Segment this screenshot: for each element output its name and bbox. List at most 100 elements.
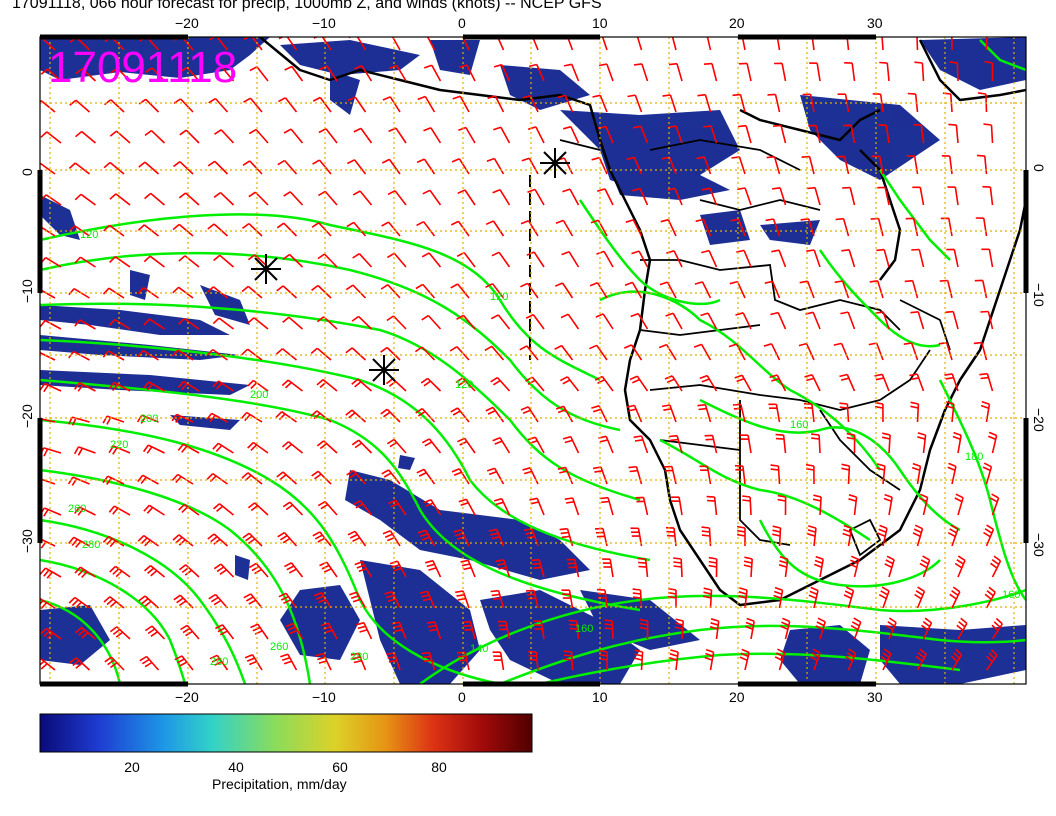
contour-label: 280 xyxy=(82,539,100,551)
wind-barb xyxy=(954,493,964,516)
wind-barb xyxy=(693,343,712,361)
contour-label: 160 xyxy=(575,623,593,635)
wind-barb xyxy=(665,526,677,547)
wind-barb xyxy=(172,223,194,237)
wind-barb xyxy=(630,312,649,330)
wind-barb xyxy=(496,37,505,51)
wind-barb xyxy=(315,652,332,671)
wind-barb xyxy=(562,125,580,144)
wind-barb xyxy=(699,374,718,392)
lon-tick-label: 20 xyxy=(729,15,745,31)
wind-barb xyxy=(317,253,338,268)
wind-barb xyxy=(346,469,367,485)
right-lat-labels: 0 −10 −20 −30 xyxy=(1031,164,1047,557)
wind-barb xyxy=(877,186,890,206)
wind-barb xyxy=(144,192,166,206)
wind-barb xyxy=(457,189,476,206)
wind-barb xyxy=(559,376,580,392)
wind-barb xyxy=(108,381,131,392)
wind-barb xyxy=(633,435,649,454)
wind-barb xyxy=(732,93,746,113)
wind-barb xyxy=(450,220,470,237)
wind-barb xyxy=(40,597,56,610)
wind-barb xyxy=(877,524,888,547)
wind-barb xyxy=(659,281,677,299)
wind-barb xyxy=(848,494,858,516)
wind-barb xyxy=(143,381,165,392)
wind-barb xyxy=(421,438,442,454)
marker-asterisk xyxy=(251,254,281,284)
wind-barb xyxy=(846,432,856,454)
wind-barb xyxy=(810,648,821,671)
wind-barb xyxy=(137,534,159,547)
wind-barb xyxy=(949,61,959,82)
wind-barb xyxy=(418,37,436,51)
wind-barb xyxy=(453,529,470,547)
wind-barb xyxy=(240,411,263,423)
contour-label: 160 xyxy=(1002,589,1020,601)
wind-barb xyxy=(386,252,407,268)
wind-barb xyxy=(284,65,304,82)
wind-barb xyxy=(952,431,962,454)
wind-barb xyxy=(631,250,649,268)
wind-barb xyxy=(247,379,269,392)
wind-barb xyxy=(807,525,817,547)
wind-barb xyxy=(450,283,470,299)
wind-barb xyxy=(600,496,614,516)
lon-tick-label: 30 xyxy=(867,15,883,31)
wind-barb xyxy=(916,37,919,51)
wind-barb xyxy=(772,187,787,206)
wind-barb xyxy=(947,462,957,485)
wind-barb xyxy=(768,403,781,423)
wind-barb xyxy=(914,586,926,609)
wind-barb xyxy=(980,310,994,330)
wind-barb xyxy=(455,377,476,392)
wind-barb xyxy=(381,221,401,237)
wind-barb xyxy=(103,596,125,609)
wind-barb xyxy=(492,188,511,206)
lat-tick-label: −20 xyxy=(19,404,35,428)
wind-barb xyxy=(947,524,959,547)
wind-barb xyxy=(384,591,401,609)
wind-barb xyxy=(765,218,781,237)
colorbar-tick: 40 xyxy=(228,759,244,775)
wind-barb xyxy=(241,285,263,299)
wind-barb xyxy=(242,222,263,237)
wind-barb xyxy=(602,558,614,578)
wind-barb xyxy=(214,129,235,144)
wind-barb xyxy=(983,524,995,547)
wind-barb xyxy=(275,348,298,361)
wind-barb xyxy=(276,285,298,299)
wind-barb xyxy=(974,279,988,299)
wind-barb xyxy=(700,312,718,330)
wind-barb xyxy=(247,502,269,516)
wind-barb xyxy=(455,590,470,609)
wind-barb xyxy=(349,591,367,609)
wind-barb xyxy=(490,376,511,392)
chart-title: 17091118, 066 hour forecast for precip, … xyxy=(12,0,602,12)
wind-barb xyxy=(557,466,574,485)
wind-barb xyxy=(242,532,263,547)
wind-barb xyxy=(275,411,297,423)
wind-barb xyxy=(954,555,966,578)
wind-barb xyxy=(354,560,373,578)
wind-barb xyxy=(213,563,235,578)
wind-barb xyxy=(815,617,826,640)
wind-barb xyxy=(918,493,929,516)
wind-barb xyxy=(632,187,649,206)
lon-tick-label: 0 xyxy=(458,689,466,705)
wind-barb xyxy=(280,653,298,671)
wind-barb xyxy=(629,375,649,392)
wind-barb xyxy=(283,191,304,206)
wind-barb xyxy=(451,158,470,175)
wind-barb xyxy=(415,283,436,299)
wind-barb xyxy=(108,318,131,330)
wind-barb xyxy=(910,401,920,423)
wind-barb xyxy=(702,125,718,144)
wind-barb xyxy=(594,527,608,547)
wind-barb xyxy=(843,586,855,609)
wind-barb xyxy=(770,311,787,330)
wind-barb xyxy=(728,343,746,361)
wind-barb xyxy=(703,587,713,609)
wind-barb xyxy=(912,524,924,547)
